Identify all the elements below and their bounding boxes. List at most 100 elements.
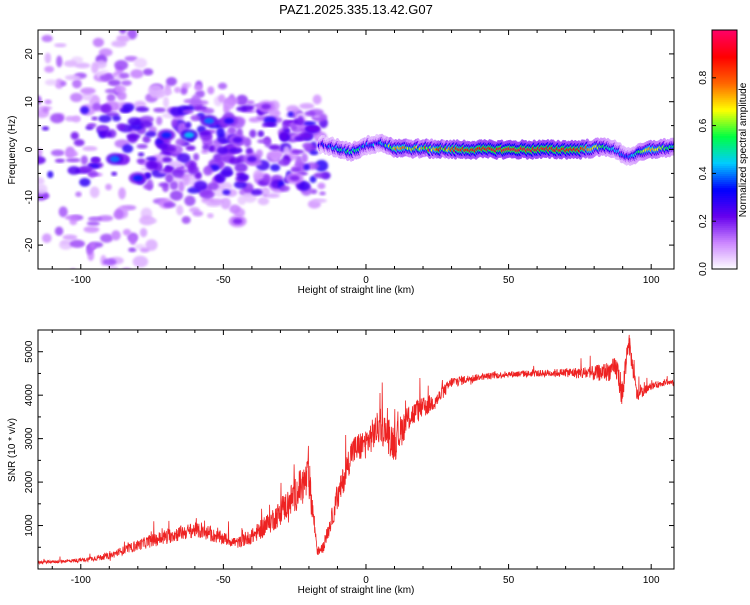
- colorbar-segment: [712, 259, 737, 262]
- spectrogram-cell: [166, 76, 177, 86]
- colorbar-segment: [712, 37, 737, 41]
- spectrogram-cell: [317, 182, 326, 190]
- spectrogram-cell: [132, 175, 143, 182]
- spectrogram-cell: [279, 132, 289, 141]
- y-tick-label: 4000: [24, 384, 35, 407]
- spectrogram-cell: [44, 99, 52, 105]
- spectrogram-cell: [182, 109, 194, 114]
- colorbar-segment: [712, 69, 737, 73]
- colorbar-segment: [712, 217, 737, 220]
- colorbar-segment: [712, 45, 737, 49]
- colorbar-segment: [712, 87, 737, 91]
- spectrogram-cell: [32, 271, 44, 278]
- colorbar-segment: [712, 267, 737, 270]
- colorbar-segment: [712, 109, 737, 113]
- spectrogram-cell: [168, 160, 183, 169]
- colorbar-segment: [712, 203, 737, 206]
- spectrogram-cell: [62, 234, 78, 241]
- colorbar-tick-label: 0.8: [698, 70, 709, 84]
- colorbar-segment: [712, 81, 737, 85]
- spectrogram-cell: [193, 180, 208, 191]
- colorbar-segment: [712, 213, 737, 216]
- spectrogram-cell: [80, 155, 88, 165]
- x-tick-label: -100: [71, 275, 91, 286]
- spectrogram-cell: [116, 123, 126, 131]
- colorbar-segment: [712, 183, 737, 186]
- colorbar-segment: [712, 43, 737, 47]
- spectrogram-cell: [229, 157, 241, 165]
- y-tick-label: 0: [24, 146, 35, 152]
- spectrogram-cell: [217, 182, 233, 191]
- y-tick-label: -10: [24, 190, 35, 205]
- spectrogram-cell: [133, 57, 148, 69]
- spectrogram-cell: [222, 98, 235, 110]
- x-tick-label: -50: [216, 575, 231, 586]
- colorbar-segment: [712, 153, 737, 157]
- spectrogram-cell: [181, 216, 191, 224]
- colorbar-segment: [712, 63, 737, 67]
- spectrogram-cell: [86, 221, 100, 226]
- colorbar-segment: [712, 169, 737, 173]
- spectrogram-cell: [207, 213, 214, 219]
- spectrogram-cell: [257, 197, 270, 206]
- spectrogram-cell: [304, 110, 316, 117]
- spectrogram-cell: [41, 126, 50, 131]
- spectrogram-cell: [217, 82, 228, 90]
- colorbar-segment: [712, 97, 737, 101]
- spectrogram-cell: [185, 121, 192, 129]
- snr-xlabel: Height of straight line (km): [298, 585, 415, 596]
- colorbar-segment: [712, 175, 737, 178]
- y-tick-label: 10: [24, 96, 35, 108]
- spectrogram-cell: [126, 133, 141, 140]
- spectrogram-cell: [38, 177, 45, 186]
- spectrogram-cell: [222, 189, 231, 196]
- spectrogram-cell: [236, 94, 249, 106]
- spectrogram-cell: [297, 115, 305, 126]
- colorbar-strip: [712, 30, 737, 270]
- spectrogram-cell: [110, 156, 121, 163]
- spectrogram-cell: [44, 52, 52, 64]
- spectrogram-cell: [158, 182, 169, 188]
- colorbar-segment: [712, 159, 737, 163]
- spectrogram-cell: [270, 163, 281, 172]
- spectrogram-cell: [216, 127, 225, 138]
- colorbar-segment: [712, 119, 737, 123]
- spectrogram-cell: [87, 122, 97, 128]
- colorbar-segment: [712, 191, 737, 194]
- spectrogram-cell: [286, 105, 300, 114]
- spectrogram-cell: [101, 103, 112, 114]
- spectrogram-cell: [266, 122, 278, 127]
- colorbar-segment: [712, 41, 737, 45]
- spectrogram-cell: [310, 188, 318, 195]
- colorbar-segment: [712, 207, 737, 210]
- spectrogram-cell: [289, 175, 300, 182]
- x-tick-label: 0: [363, 575, 369, 586]
- colorbar-segment: [712, 47, 737, 51]
- colorbar-segment: [712, 127, 737, 131]
- colorbar-segment: [712, 133, 737, 137]
- colorbar-segment: [712, 233, 737, 236]
- spectrogram-cell: [268, 144, 281, 151]
- colorbar-segment: [712, 147, 737, 151]
- colorbar-segment: [712, 131, 737, 135]
- spectrogram-cell: [128, 247, 137, 253]
- colorbar-segment: [712, 137, 737, 141]
- spectrogram-cell: [283, 146, 290, 156]
- colorbar-segment: [712, 55, 737, 59]
- spectrogram-cell: [80, 106, 90, 115]
- colorbar-segment: [712, 139, 737, 143]
- colorbar-segment: [712, 79, 737, 83]
- spectrogram-cell: [136, 158, 146, 164]
- spectrogram-cell: [54, 78, 64, 89]
- colorbar-segment: [712, 215, 737, 218]
- spectrogram-cell: [142, 68, 154, 76]
- spectrogram-cell: [100, 131, 112, 138]
- colorbar-segment: [712, 247, 737, 250]
- spectrogram-cell: [314, 159, 329, 172]
- spectrogram-cell: [111, 230, 121, 241]
- colorbar-segment: [712, 181, 737, 184]
- spectrogram-cell: [149, 218, 157, 224]
- spectrogram-cell: [86, 246, 93, 255]
- spectrogram-cell: [257, 139, 270, 144]
